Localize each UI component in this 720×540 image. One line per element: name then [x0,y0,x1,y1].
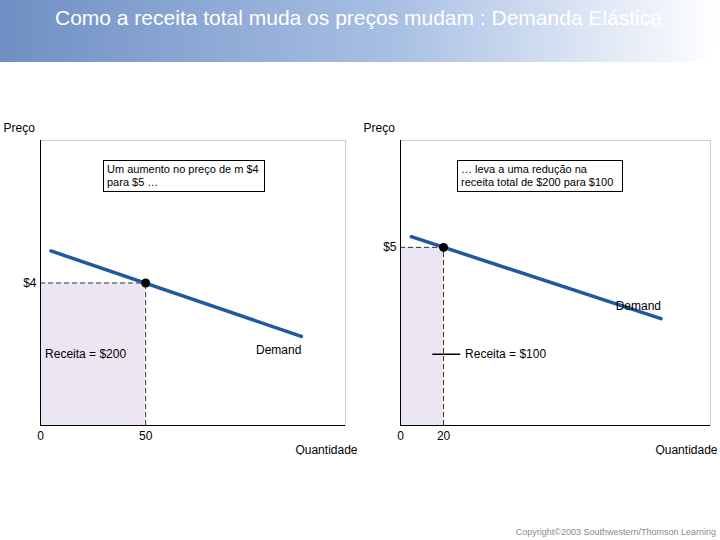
svg-text:Receita = $100: Receita = $100 [465,347,546,361]
svg-text:50: 50 [139,429,153,443]
svg-text:0: 0 [397,429,404,443]
svg-text:Demand: Demand [256,343,301,357]
html-text:Copyright©2003 Southwestern/Th: Copyright©2003 Southwestern/Thomson Lear… [515,527,716,537]
svg-text:Receita = $200: Receita = $200 [45,347,126,361]
html-text:Um aumento no preço de m $4 pa: Um aumento no preço de m $4 para $5 … [107,163,259,188]
html-text:… leva a uma redução na receit: … leva a uma redução na receita total de… [461,163,614,188]
svg-text:Preço: Preço [4,121,36,135]
html-text:Como a receita total muda os p: Como a receita total muda os preços muda… [55,6,662,29]
svg-text:$5: $5 [383,240,397,254]
svg-text:20: 20 [437,429,451,443]
svg-text:Quantidade: Quantidade [295,443,357,456]
svg-text:Demand: Demand [616,299,661,313]
svg-text:0: 0 [37,429,44,443]
svg-text:Quantidade: Quantidade [655,443,717,456]
svg-text:$4: $4 [23,276,37,290]
svg-text:Preço: Preço [364,121,396,135]
